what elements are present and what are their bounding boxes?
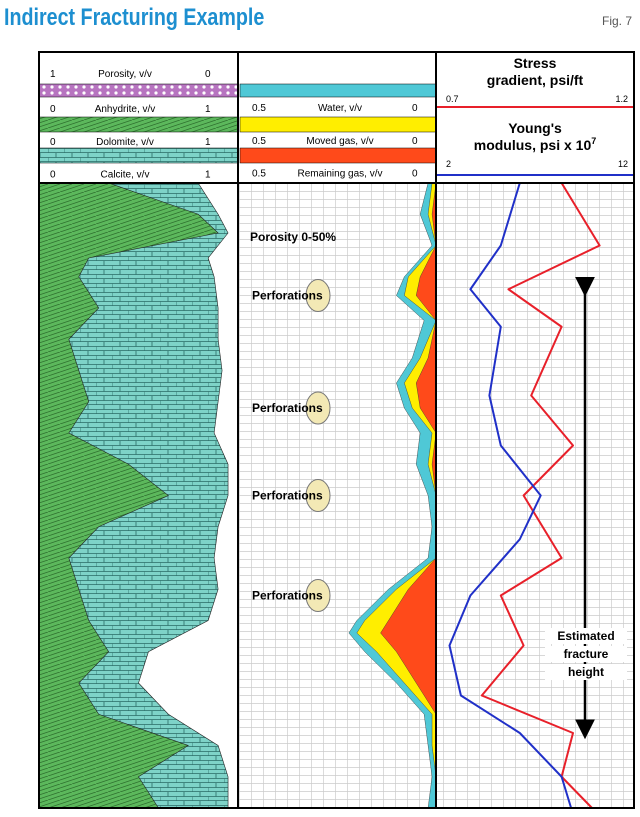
header-right-value: 0 (412, 136, 418, 147)
header-label: Porosity, v/v (98, 69, 152, 80)
axis-min: 2 (446, 159, 451, 169)
fracture-height-label: height (568, 665, 604, 679)
legend-band (38, 83, 239, 98)
legend-band (239, 83, 437, 98)
header-right-value: 1 (205, 170, 211, 181)
perforation-label: Perforations (252, 289, 323, 303)
header-label: Remaining gas, v/v (297, 169, 382, 180)
header-label: Moved gas, v/v (306, 136, 373, 147)
perforation-label: Perforations (252, 401, 323, 415)
header-label: Anhydrite, v/v (95, 104, 156, 115)
label-bg (545, 646, 627, 662)
frame (38, 51, 635, 809)
figure-number: Fig. 7 (601, 14, 632, 28)
perforation-marker (305, 579, 331, 612)
header-left-value: 0 (50, 137, 56, 148)
porosity-area (138, 182, 239, 809)
legend-band (38, 147, 239, 164)
dolomite-area (38, 182, 219, 809)
header-right-value: 0 (205, 69, 211, 80)
figure-title: Indirect Fracturing Example (4, 4, 265, 31)
series-unit: modulus, psi x 107 (474, 136, 597, 153)
axis-max: 1.2 (615, 94, 628, 104)
header-right-value: 1 (205, 137, 211, 148)
legend-band (239, 116, 437, 133)
legend-band (38, 116, 239, 133)
youngs-modulus-curve (448, 182, 573, 809)
header-right-value: 0 (412, 169, 418, 180)
perforation-label: Perforations (252, 489, 323, 503)
header-right-value: 1 (205, 104, 211, 115)
header-left-value: 0.5 (252, 136, 266, 147)
header-left-value: 0.5 (252, 169, 266, 180)
label-bg (545, 628, 627, 644)
track-grid (436, 183, 634, 808)
perforation-marker (305, 391, 331, 425)
stress-gradient-curve (480, 182, 601, 809)
header-left-value: 0 (50, 104, 56, 115)
series-unit: gradient, psi/ft (487, 72, 584, 88)
header-left-value: 0 (50, 170, 56, 181)
axis-max: 12 (618, 159, 628, 169)
series-title: Young's (508, 120, 562, 136)
perforation-marker (305, 279, 331, 312)
label-bg (545, 664, 627, 680)
fracture-height-label: fracture (564, 647, 609, 661)
perforation-marker (305, 479, 331, 512)
header-label: Dolomite, v/v (96, 137, 154, 148)
legend-band (239, 147, 437, 164)
porosity-scale-label: Porosity 0-50% (250, 230, 336, 244)
header-label: Water, v/v (318, 103, 362, 114)
axis-min: 0.7 (446, 94, 459, 104)
perforation-label: Perforations (252, 589, 323, 603)
series-title: Stress (514, 55, 557, 71)
header-left-value: 1 (50, 69, 56, 80)
header-label: Calcite, v/v (101, 170, 150, 181)
fracture-height-label: Estimated (557, 629, 614, 643)
header-right-value: 0 (412, 103, 418, 114)
header-left-value: 0.5 (252, 103, 266, 114)
